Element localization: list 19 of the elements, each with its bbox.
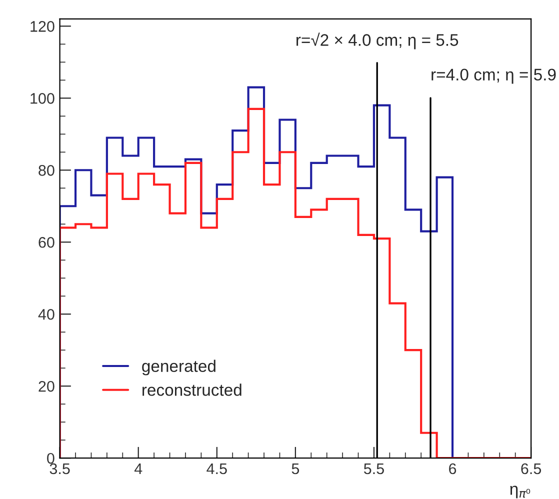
- y-tick-label: 100: [30, 93, 54, 104]
- y-tick-label: 20: [38, 380, 54, 392]
- ref-line-label: r=√2 × 4.0 cm; η = 5.5: [296, 32, 458, 50]
- x-tick-label: 6.5: [521, 463, 542, 474]
- y-tick-label: 40: [38, 308, 54, 320]
- y-tick-label: 120: [30, 21, 54, 32]
- x-tick-label: 6: [449, 463, 456, 474]
- y-tick-label: 80: [38, 165, 54, 176]
- legend-label: generated: [142, 360, 216, 376]
- x-tick-label: 4.5: [206, 464, 227, 474]
- ref-line-label: r=4.0 cm; η = 5.9: [432, 68, 556, 84]
- x-tick-label: 5.5: [364, 464, 384, 474]
- x-axis-title: η$_{π⁰}$: [510, 486, 530, 498]
- x-tick-label: 5: [292, 464, 300, 474]
- y-tick-label: 0: [47, 452, 54, 464]
- legend-label: reconstructed: [142, 384, 242, 396]
- x-tick-label: 3.5: [50, 463, 70, 474]
- x-tick-label: 4: [134, 464, 142, 474]
- y-tick-label: 60: [38, 236, 54, 248]
